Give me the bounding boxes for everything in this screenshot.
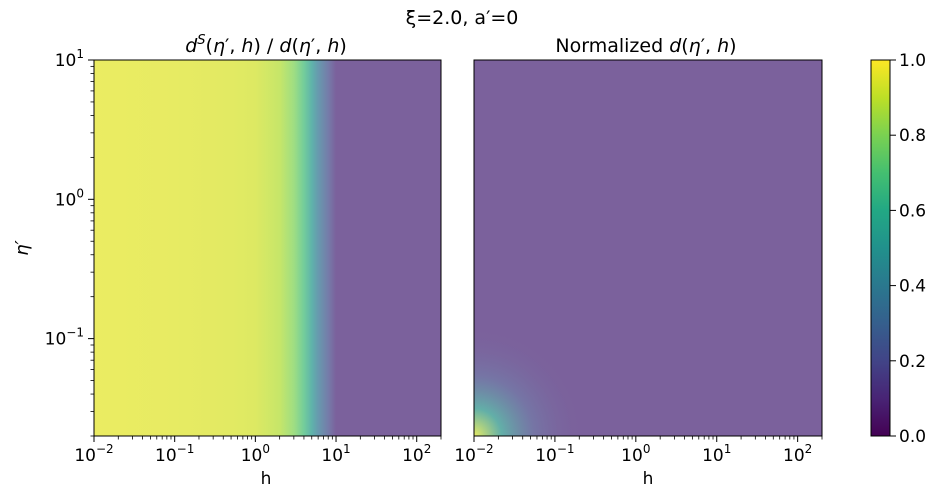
right-x-ticks: 10−2 10−1 100 101 102: [454, 436, 823, 466]
colorbar-frame: [870, 59, 891, 437]
left-y-tick-label: 100: [55, 186, 84, 210]
left-x-tick-label: 100: [241, 442, 270, 466]
right-heatmap-panel: [473, 59, 823, 437]
left-x-tick-label: 101: [321, 442, 350, 466]
left-x-tick-label: 102: [402, 442, 431, 466]
left-panel-title: dS(η′, h) / d(η′, h): [185, 33, 347, 57]
left-y-tick-label: 101: [55, 47, 84, 71]
right-panel-title: Normalized d(η′, h): [555, 35, 736, 57]
colorbar-tick-label: 1.0: [899, 51, 926, 71]
left-y-axis-label: η′: [12, 240, 33, 256]
right-x-tick-label: 10−1: [535, 442, 574, 466]
left-x-axis-label: h: [261, 469, 272, 489]
colorbar-ticks: 0.0 0.2 0.4 0.6 0.8 1.0: [890, 51, 926, 447]
left-x-tick-label: 10−1: [155, 442, 194, 466]
left-y-tick-label: 10−1: [45, 326, 84, 350]
left-x-ticks: 10−2 10−1 100 101 102: [74, 436, 442, 466]
right-x-axis-label: h: [643, 469, 654, 489]
right-heatmap-corner-peak: [474, 60, 822, 436]
right-x-tick-label: 102: [783, 442, 812, 466]
left-heatmap-field: [94, 60, 441, 436]
figure-suptitle: ξ=2.0, a′=0: [406, 7, 519, 29]
colorbar-tick-label: 0.8: [899, 126, 926, 146]
colorbar: [870, 59, 891, 437]
colorbar-tick-label: 0.0: [899, 427, 926, 447]
right-x-tick-label: 10−2: [454, 442, 493, 466]
left-heatmap-panel: [93, 59, 442, 437]
left-y-ticks: 10−1 100 101: [45, 47, 94, 437]
right-x-tick-label: 101: [702, 442, 731, 466]
left-axes-frame: [93, 59, 442, 437]
colorbar-gradient: [871, 60, 890, 436]
colorbar-tick-label: 0.4: [899, 277, 926, 297]
right-x-tick-label: 100: [621, 442, 650, 466]
right-axes-frame: [473, 59, 823, 437]
colorbar-tick-label: 0.2: [899, 352, 926, 372]
colorbar-tick-label: 0.6: [899, 201, 926, 221]
left-x-tick-label: 10−2: [74, 442, 113, 466]
